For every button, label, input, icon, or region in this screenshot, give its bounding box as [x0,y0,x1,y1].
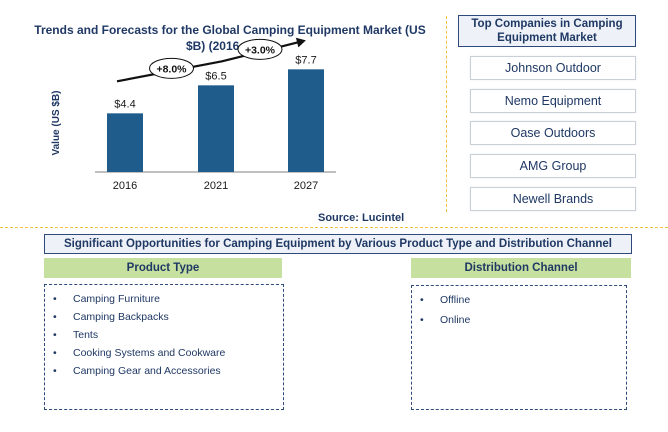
bullet: • [53,344,57,362]
growth-arrowhead [296,38,306,48]
opportunities-title: Significant Opportunities for Camping Eq… [44,234,632,254]
bullet: • [53,326,57,344]
source-label: Source: Lucintel [318,212,404,224]
bullet: • [420,291,424,309]
list-item: • Camping Gear and Accessories [45,362,283,380]
company-nemo-equipment: Nemo Equipment [470,89,636,113]
horizontal-divider [0,227,668,228]
bar-2016 [107,113,143,172]
list-item: • Offline [412,291,626,311]
value-label-2027: $7.7 [295,54,316,66]
bullet: • [53,308,57,326]
growth-label-2: +3.0% [245,44,276,56]
product-type-box: • Camping Furniture • Camping Backpacks • T… [44,284,284,410]
category-label-2027: 2027 [294,180,318,192]
bullet: • [53,362,57,380]
list-item: • Tents [45,326,283,344]
bullet: • [420,311,424,329]
y-axis-label: Value (US $B) [51,90,62,155]
list-item: • Camping Furniture [45,290,283,308]
product-type-header: Product Type [44,258,282,278]
company-newell-brands: Newell Brands [470,187,636,211]
distribution-channel-box: • Offline • Online [411,285,627,410]
value-label-2021: $6.5 [205,70,226,82]
distribution-channel-header: Distribution Channel [411,258,631,278]
value-label-2016: $4.4 [114,98,135,110]
company-amg-group: AMG Group [470,154,636,178]
list-item: • Cooking Systems and Cookware [45,344,283,362]
bar-2021 [198,85,234,172]
list-item: • Camping Backpacks [45,308,283,326]
vertical-divider [446,16,447,212]
growth-label-1: +8.0% [156,63,187,75]
companies-title: Top Companies in Camping Equipment Marke… [458,15,636,47]
category-label-2021: 2021 [204,180,228,192]
bar-chart: Value (US $B) $4.4 2016 $6.5 2021 $7.7 2027 +8… [0,0,440,215]
bullet: • [53,290,57,308]
list-item: • Online [412,311,626,331]
bar-2027 [288,69,324,172]
category-label-2016: 2016 [113,180,137,192]
company-oase-outdoors: Oase Outdoors [470,121,636,145]
company-johnson-outdoor: Johnson Outdoor [470,56,636,80]
